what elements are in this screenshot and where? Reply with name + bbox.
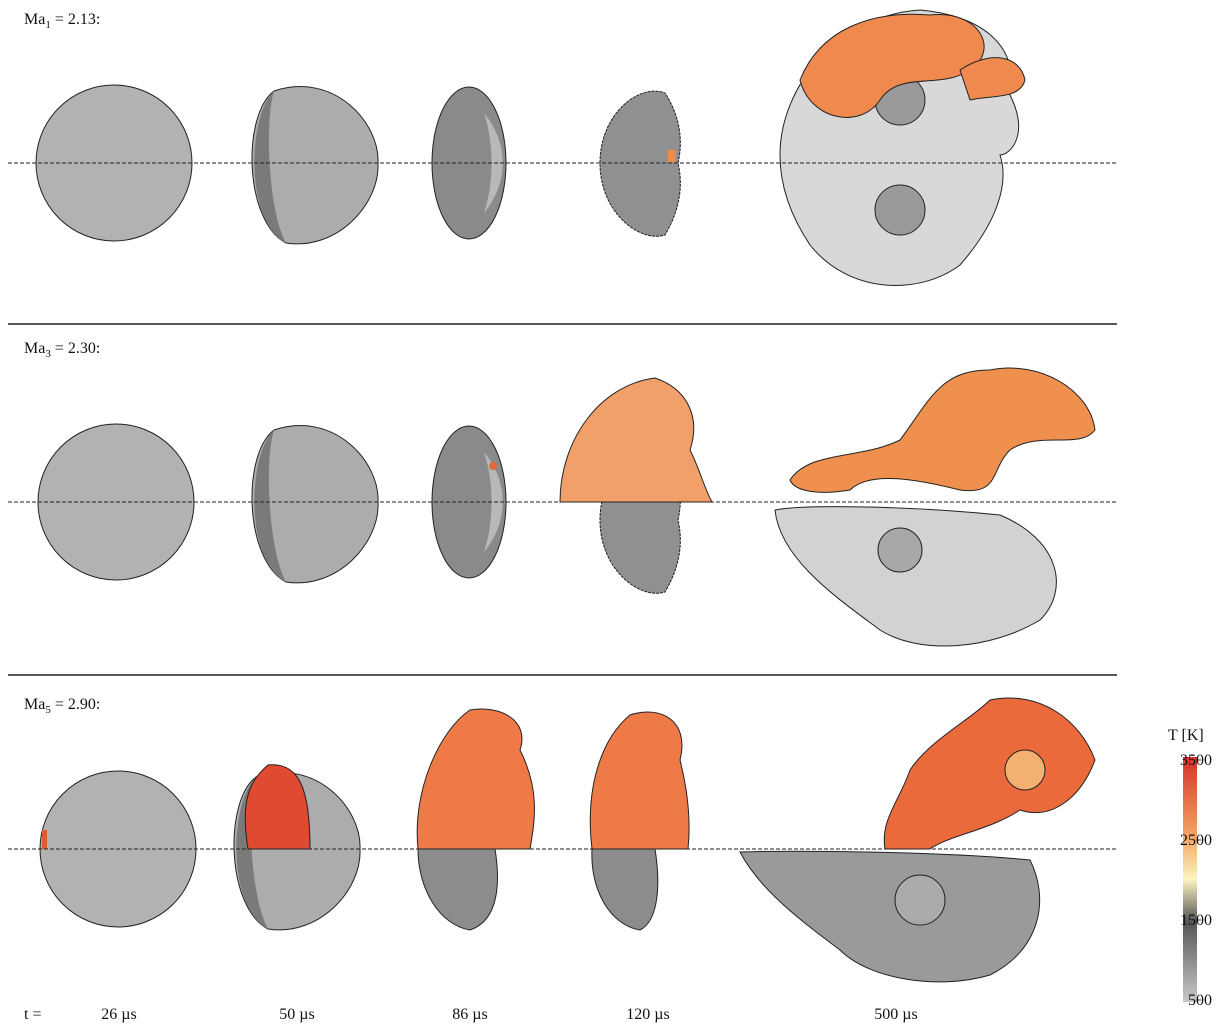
time-label: 26 µs (101, 1006, 136, 1023)
row-index: 3 (45, 348, 51, 360)
row-symbol: Ma (24, 340, 45, 357)
colorbar (1183, 757, 1197, 1002)
colorbar-tick-label: 2500 (1180, 832, 1212, 849)
time-label: 120 µs (626, 1006, 669, 1023)
row-2-snapshots (37, 367, 1096, 647)
colorbar-tick-label: 500 (1188, 992, 1212, 1009)
row-index: 1 (45, 19, 51, 31)
row-symbol: Ma (24, 696, 45, 713)
row-3-snapshots (39, 697, 1096, 983)
time-label: 500 µs (874, 1006, 917, 1023)
row-index: 5 (45, 704, 51, 716)
colorbar-tick-label: 1500 (1180, 912, 1212, 929)
row-label: Ma1 = 2.13: (24, 11, 100, 31)
row-symbol: Ma (24, 11, 45, 28)
time-label: 50 µs (279, 1006, 314, 1023)
row-value: = 2.30: (51, 340, 100, 357)
row-1-snapshots (35, 9, 1026, 286)
row-value: = 2.13: (51, 11, 100, 28)
colorbar-title: T [K] (1168, 727, 1204, 744)
row-value: = 2.90: (51, 696, 100, 713)
time-label: 86 µs (452, 1006, 487, 1023)
row-label: Ma5 = 2.90: (24, 696, 100, 716)
colorbar-tick-label: 3500 (1180, 752, 1212, 769)
time-prefix: t = (24, 1006, 41, 1023)
row-label: Ma3 = 2.30: (24, 340, 100, 360)
